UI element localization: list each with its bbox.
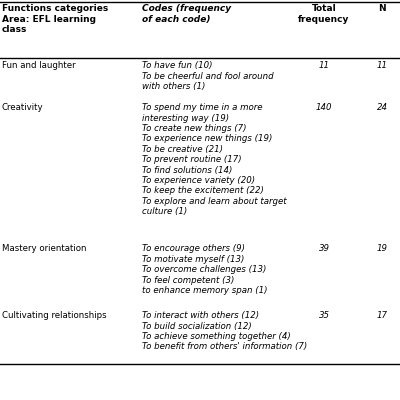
Text: 11: 11 [376, 61, 388, 70]
Text: Mastery orientation: Mastery orientation [2, 244, 86, 254]
Text: Cultivating relationships: Cultivating relationships [2, 311, 107, 320]
Text: 24: 24 [376, 103, 388, 112]
Text: 11: 11 [318, 61, 330, 70]
Text: To interact with others (12)
To build socialization (12)
To achieve something to: To interact with others (12) To build so… [142, 311, 307, 351]
Text: 35: 35 [318, 311, 330, 320]
Text: Creativity: Creativity [2, 103, 44, 112]
Text: To have fun (10)
To be cheerful and fool around
with others (1): To have fun (10) To be cheerful and fool… [142, 61, 274, 91]
Text: To spend my time in a more
interesting way (19)
To create new things (7)
To expe: To spend my time in a more interesting w… [142, 103, 287, 216]
Text: 39: 39 [318, 244, 330, 254]
Text: Codes (frequency
of each code): Codes (frequency of each code) [142, 4, 231, 24]
Text: Functions categories
Area: EFL learning
class: Functions categories Area: EFL learning … [2, 4, 108, 34]
Text: To encourage others (9)
To motivate myself (13)
To overcome challenges (13)
To f: To encourage others (9) To motivate myse… [142, 244, 268, 295]
Text: 19: 19 [376, 244, 388, 254]
Text: 140: 140 [316, 103, 332, 112]
Text: Total
frequency: Total frequency [298, 4, 350, 24]
Text: Fun and laughter: Fun and laughter [2, 61, 76, 70]
Text: N: N [378, 4, 386, 13]
Text: 17: 17 [376, 311, 388, 320]
